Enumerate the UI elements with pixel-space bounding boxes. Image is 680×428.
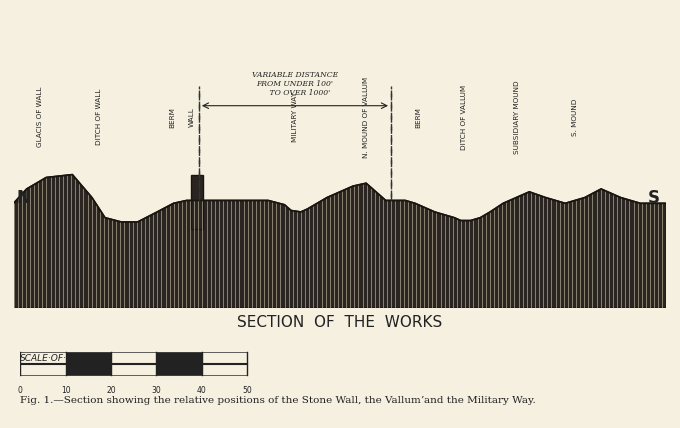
Text: N. MOUND OF VALLUM: N. MOUND OF VALLUM <box>363 77 369 158</box>
Text: 0: 0 <box>18 386 23 395</box>
Text: VARIABLE DISTANCE
FROM UNDER 100'
    TO OVER 1000': VARIABLE DISTANCE FROM UNDER 100' TO OVE… <box>252 71 338 97</box>
Text: GLACIS OF WALL: GLACIS OF WALL <box>37 87 43 147</box>
Text: BERM: BERM <box>415 107 422 128</box>
Text: Fig. 1.—Section showing the relative positions of the Stone Wall, the Vallumʼand: Fig. 1.—Section showing the relative pos… <box>20 396 536 405</box>
Text: SUBSIDIARY MOUND: SUBSIDIARY MOUND <box>513 80 520 154</box>
Text: 10: 10 <box>61 386 71 395</box>
Text: SCALE·OF·FEET: SCALE·OF·FEET <box>20 354 89 363</box>
Text: SECTION  OF  THE  WORKS: SECTION OF THE WORKS <box>237 315 443 330</box>
Text: 30: 30 <box>152 386 161 395</box>
Text: WALL: WALL <box>189 107 195 127</box>
Text: DITCH OF VALLUM: DITCH OF VALLUM <box>461 85 467 150</box>
Bar <box>111 352 156 375</box>
Bar <box>20 352 66 375</box>
Bar <box>191 175 203 229</box>
Text: S: S <box>648 189 660 207</box>
Bar <box>156 352 202 375</box>
Text: 50: 50 <box>242 386 252 395</box>
Bar <box>202 352 247 375</box>
Text: N: N <box>17 189 31 207</box>
Polygon shape <box>14 175 666 308</box>
Text: MILITARY WAY: MILITARY WAY <box>292 92 298 142</box>
Text: DITCH OF WALL: DITCH OF WALL <box>96 89 102 146</box>
Bar <box>66 352 111 375</box>
Text: S. MOUND: S. MOUND <box>573 98 578 136</box>
Text: 40: 40 <box>197 386 207 395</box>
Text: BERM: BERM <box>169 107 175 128</box>
Text: 20: 20 <box>106 386 116 395</box>
